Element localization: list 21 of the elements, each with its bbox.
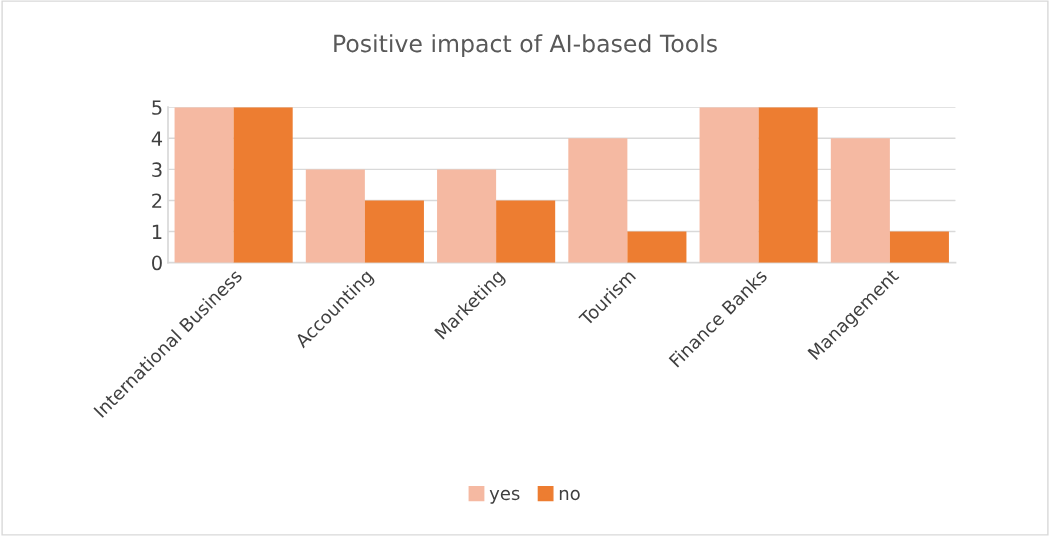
y-tick-label: 0 — [152, 255, 162, 271]
bar — [699, 107, 759, 263]
bar — [830, 138, 890, 263]
y-tick-label: 5 — [152, 100, 162, 115]
bar — [437, 169, 497, 263]
legend-label: yes — [489, 489, 520, 504]
bar — [758, 107, 818, 263]
legend-label: no — [559, 489, 580, 501]
bar — [364, 200, 424, 263]
bar — [568, 138, 628, 263]
bar — [233, 107, 293, 263]
y-tick-label: 3 — [152, 162, 162, 178]
y-tick-label: 4 — [151, 131, 163, 146]
y-tick-label: 1 — [152, 224, 162, 239]
y-tick-label: 2 — [152, 193, 162, 208]
bar — [889, 231, 949, 263]
chart-title: Positive impact of AI-based Tools — [334, 34, 717, 57]
bar — [627, 231, 687, 263]
bar — [174, 107, 234, 263]
bar — [496, 200, 556, 263]
bar — [305, 169, 365, 263]
